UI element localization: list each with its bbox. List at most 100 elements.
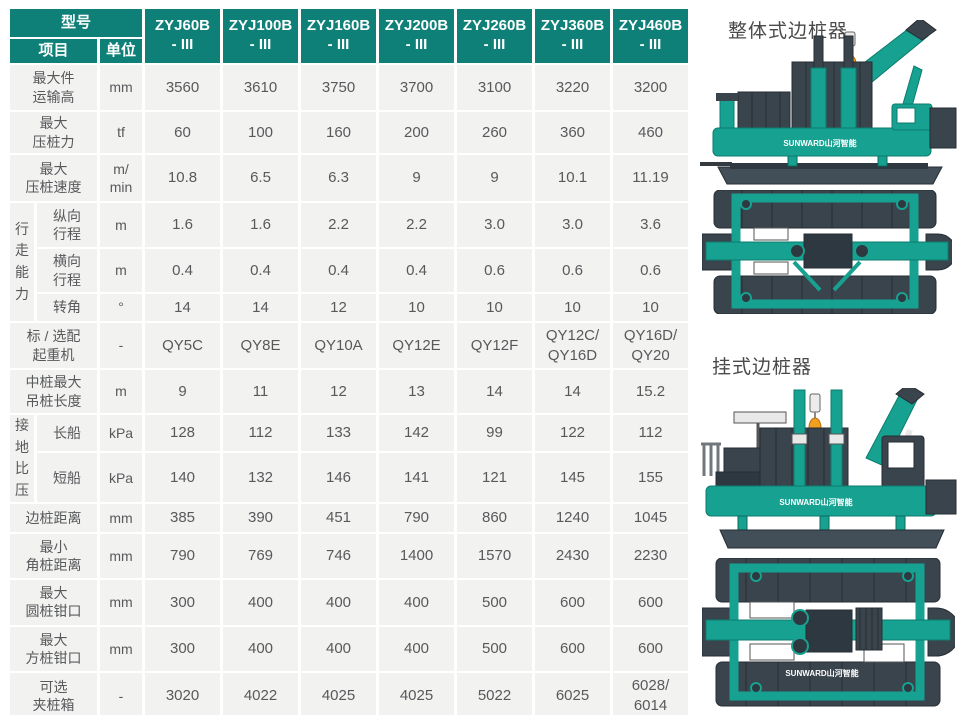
spec-value: 14	[223, 294, 298, 321]
spec-value: 400	[223, 579, 298, 625]
row-group-label: 接地比压	[10, 415, 34, 502]
spec-value: 400	[379, 626, 454, 671]
row-label: 中桩最大 吊桩长度	[10, 370, 97, 413]
spec-value: 1570	[457, 533, 532, 578]
illustration-panel: 整体式边桩器 挂式边桩器	[698, 0, 960, 715]
spec-value: 12	[301, 370, 376, 413]
spec-value: QY8E	[223, 323, 298, 368]
model-column-header: ZYJ460B - III	[613, 9, 688, 63]
spec-value: 112	[613, 415, 688, 452]
spec-value: 10.1	[535, 155, 610, 201]
spec-value: 10	[535, 294, 610, 321]
spec-value: 14	[535, 370, 610, 413]
unit-header-label: 单位	[100, 39, 142, 63]
model-column-header: ZYJ160B - III	[301, 9, 376, 63]
spec-value: QY12F	[457, 323, 532, 368]
spec-value: 132	[223, 453, 298, 502]
spec-value: 790	[379, 503, 454, 532]
table-row: 最小 角桩距离 mm 790 769 746 1400 1570 2430 2230	[10, 533, 688, 578]
spec-value: 60	[145, 112, 220, 153]
row-label: 边桩距离	[10, 503, 97, 532]
integral-piler-side-view-illustration: SUNWARD山河智能	[700, 20, 957, 185]
spec-value: 0.4	[301, 249, 376, 292]
row-label: 最大 压桩力	[10, 112, 97, 153]
spec-value: 451	[301, 503, 376, 532]
spec-value: 3220	[535, 65, 610, 110]
row-label: 纵向 行程	[37, 203, 97, 247]
spec-value: 360	[535, 112, 610, 153]
spec-value: 2.2	[379, 203, 454, 247]
spec-value: 1045	[613, 503, 688, 532]
spec-value: 14	[145, 294, 220, 321]
spec-value: 122	[535, 415, 610, 452]
spec-value: 121	[457, 453, 532, 502]
spec-value: 145	[535, 453, 610, 502]
spec-value: 1240	[535, 503, 610, 532]
spec-value: 300	[145, 626, 220, 671]
spec-value: 6.5	[223, 155, 298, 201]
spec-value: 0.4	[379, 249, 454, 292]
spec-value: 0.4	[223, 249, 298, 292]
spec-value: 3560	[145, 65, 220, 110]
spec-value: 160	[301, 112, 376, 153]
row-unit: m/ min	[100, 155, 142, 201]
model-column-header: ZYJ360B - III	[535, 9, 610, 63]
row-label: 标 / 选配 起重机	[10, 323, 97, 368]
table-row: 最大 圆桩钳口 mm 300 400 400 400 500 600 600	[10, 579, 688, 625]
spec-value: 0.6	[535, 249, 610, 292]
spec-value: 99	[457, 415, 532, 452]
spec-value: 11	[223, 370, 298, 413]
spec-value: 3700	[379, 65, 454, 110]
row-unit: mm	[100, 579, 142, 625]
model-column-header: ZYJ200B - III	[379, 9, 454, 63]
table-row: 边桩距离 mm 385 390 451 790 860 1240 1045	[10, 503, 688, 532]
row-unit: mm	[100, 65, 142, 110]
spec-value: 1400	[379, 533, 454, 578]
spec-value: QY16D/ QY20	[613, 323, 688, 368]
spec-value: 155	[613, 453, 688, 502]
spec-value: 769	[223, 533, 298, 578]
table-row: 最大件 运输高 mm 3560 3610 3750 3700 3100 3220 3200	[10, 65, 688, 110]
spec-value: 400	[301, 579, 376, 625]
spec-value: 385	[145, 503, 220, 532]
spec-value: 0.4	[145, 249, 220, 292]
spec-table: 型号 ZYJ60B - III ZYJ100B - III ZYJ160B - II…	[7, 7, 691, 715]
row-unit: m	[100, 249, 142, 292]
spec-value: 300	[145, 579, 220, 625]
row-unit: -	[100, 323, 142, 368]
row-label: 可选 夹桩箱	[10, 672, 97, 715]
spec-value: 9	[457, 155, 532, 201]
spec-value: 3750	[301, 65, 376, 110]
row-unit: m	[100, 370, 142, 413]
row-unit: mm	[100, 503, 142, 532]
spec-value: 200	[379, 112, 454, 153]
spec-value: 3100	[457, 65, 532, 110]
row-label: 最大 压桩速度	[10, 155, 97, 201]
spec-value: 460	[613, 112, 688, 153]
header-row-models: 型号 ZYJ60B - III ZYJ100B - III ZYJ160B - II…	[10, 9, 688, 63]
table-row: 最大 方桩钳口 mm 300 400 400 400 500 600 600	[10, 626, 688, 671]
spec-value: 3610	[223, 65, 298, 110]
spec-value: 9	[145, 370, 220, 413]
row-label: 最大 圆桩钳口	[10, 579, 97, 625]
spec-value: 3020	[145, 672, 220, 715]
spec-value: 133	[301, 415, 376, 452]
table-row: 短船 kPa 140 132 146 141 121 145 155	[10, 453, 688, 502]
spec-value: 500	[457, 626, 532, 671]
table-row: 中桩最大 吊桩长度 m 9 11 12 13 14 14 15.2	[10, 370, 688, 413]
spec-value: 141	[379, 453, 454, 502]
spec-value: 3.0	[535, 203, 610, 247]
table-row: 标 / 选配 起重机 - QY5C QY8E QY10A QY12E QY12F QY12C/…	[10, 323, 688, 368]
row-unit: °	[100, 294, 142, 321]
spec-value: 11.19	[613, 155, 688, 201]
table-row: 转角 ° 14 14 12 10 10 10 10	[10, 294, 688, 321]
integral-piler-top-view-illustration	[702, 190, 952, 314]
spec-value: 6028/ 6014	[613, 672, 688, 715]
spec-value: 10	[613, 294, 688, 321]
spec-value: 5022	[457, 672, 532, 715]
sunward-logo-text: SUNWARD山河智能	[779, 497, 852, 507]
spec-value: 2230	[613, 533, 688, 578]
spec-value: 746	[301, 533, 376, 578]
spec-value: 10.8	[145, 155, 220, 201]
sunward-logo-text: SUNWARD山河智能	[783, 138, 856, 148]
